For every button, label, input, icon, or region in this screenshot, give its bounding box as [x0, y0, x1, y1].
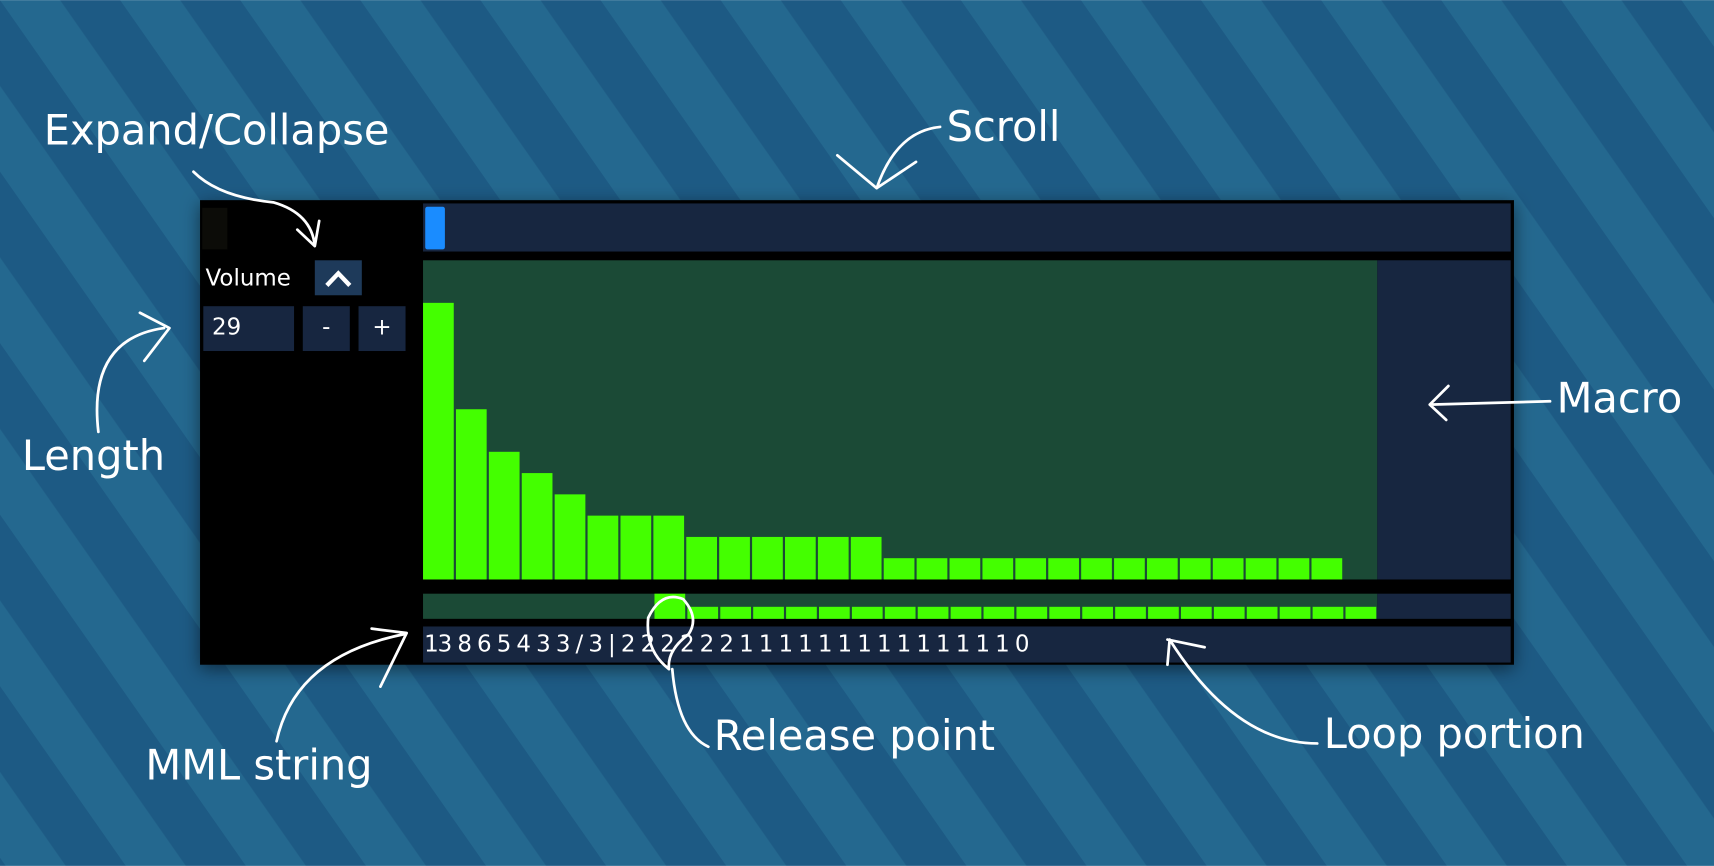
loop-marker: [1246, 606, 1278, 619]
loop-marker: [786, 606, 817, 619]
annotation: Scroll: [947, 102, 1061, 151]
expand-toggle[interactable]: [202, 207, 228, 250]
macro-bar: [949, 558, 981, 580]
macro-bar: [1015, 558, 1047, 580]
macro-bar: [1311, 558, 1343, 580]
macro-bar: [554, 494, 586, 580]
macro-bar: [686, 536, 718, 580]
loop-marker: [720, 606, 752, 619]
macro-bar: [1179, 558, 1211, 580]
macro-bar: [982, 558, 1014, 580]
loop-marker: [1148, 606, 1179, 619]
loop-marker: [1213, 606, 1245, 619]
loop-marker: [1016, 606, 1048, 619]
macro-bar: [817, 536, 849, 580]
loop-marker: [917, 606, 949, 619]
minus-button[interactable]: [302, 306, 350, 352]
macro-bar: [653, 515, 685, 580]
loop-marker: [1082, 606, 1113, 619]
macro-bar: [620, 515, 652, 580]
scroll-bar[interactable]: [423, 203, 1511, 252]
loop-marker: [753, 606, 784, 619]
macro-bar: [587, 515, 619, 580]
plus-button[interactable]: [358, 306, 406, 352]
macro-label: Volume: [206, 265, 291, 291]
loop-marker: [819, 606, 850, 619]
loop-marker: [687, 606, 719, 619]
macro-bar: [1048, 558, 1079, 580]
annotation: Expand/Collapse: [44, 105, 390, 154]
minus-label: -: [322, 315, 330, 341]
macro-bar: [488, 451, 520, 580]
macro-bar: [752, 536, 783, 580]
annotation: MML string: [145, 741, 372, 790]
loop-marker: [1312, 606, 1344, 619]
mml-string: 13 8 6 5 4 3 3 / 3 | 2 2 2 2 2 2 1 1 1 1…: [424, 632, 1029, 658]
macro-bar: [850, 536, 882, 580]
chevron-icon: [325, 270, 352, 287]
macro-bar: [785, 536, 816, 580]
loop-marker: [851, 606, 883, 619]
annotation: Loop portion: [1324, 709, 1585, 758]
loop-marker: [950, 606, 982, 619]
macro-bar: [455, 409, 487, 580]
annotation-arrows: [95, 125, 1552, 749]
length-value: 29: [212, 315, 241, 341]
loop-marker: [1279, 606, 1311, 619]
loop-marker: [1345, 606, 1377, 619]
annotation: Macro: [1557, 373, 1683, 422]
mml-field[interactable]: [423, 626, 1511, 663]
macro-bar: [1278, 558, 1310, 580]
macro-bar: [521, 473, 553, 580]
loop-marker: [884, 606, 916, 619]
scroll-thumb[interactable]: [425, 206, 445, 250]
loop-marker: [1180, 606, 1212, 619]
macro-bar: [1245, 558, 1277, 580]
macro-empty-area: [1377, 260, 1511, 580]
macro-bar: [1146, 558, 1178, 580]
macro-bar: [423, 302, 454, 580]
macro-bar: [916, 558, 948, 580]
loop-marker: [1115, 606, 1146, 619]
annotation: Length: [22, 431, 165, 480]
macro-bar: [1114, 558, 1145, 580]
macro-bar: [1081, 558, 1112, 580]
length-input[interactable]: [203, 306, 295, 352]
macro-bar: [883, 558, 915, 580]
loop-release-empty: [1377, 593, 1511, 619]
loop-marker: [1049, 606, 1081, 619]
macro-bar: [1212, 558, 1244, 580]
annotation: Release point: [714, 711, 995, 760]
macro-bar: [719, 536, 750, 580]
collapse-button[interactable]: [314, 260, 362, 296]
loop-marker: [983, 606, 1015, 619]
plus-label: +: [372, 315, 391, 341]
